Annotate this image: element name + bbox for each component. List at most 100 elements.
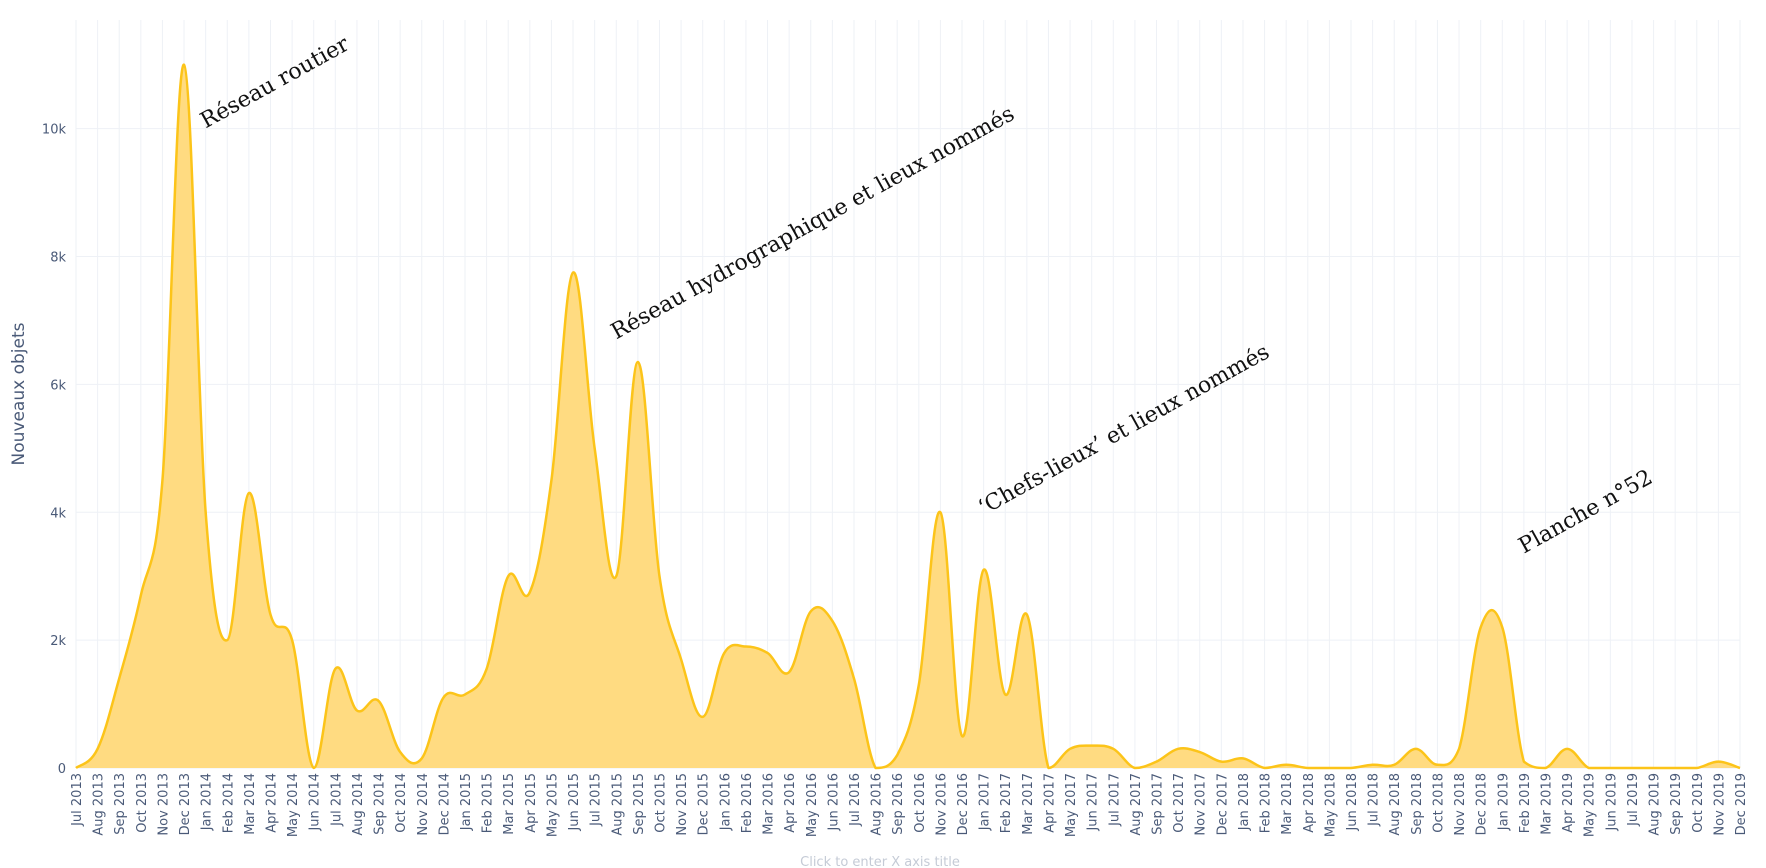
data-point[interactable] [656,573,662,579]
data-point[interactable] [1218,759,1224,765]
data-point[interactable] [1391,762,1397,768]
data-point[interactable] [116,675,122,681]
data-point[interactable] [1651,765,1657,771]
x-tick-label: Jun 2019 [1604,773,1619,832]
data-point[interactable] [1478,624,1484,630]
data-point[interactable] [743,644,749,650]
data-point[interactable] [1326,765,1332,771]
x-tick-label: Apr 2018 [1302,773,1317,833]
data-point[interactable] [1002,691,1008,697]
data-point[interactable] [808,608,814,614]
x-tick-label: Mar 2014 [243,773,258,835]
data-point[interactable] [1694,765,1700,771]
data-point[interactable] [1434,762,1440,768]
data-point[interactable] [916,682,922,688]
x-tick-label: Jan 2017 [978,773,993,831]
data-point[interactable] [1607,765,1613,771]
data-point[interactable] [721,650,727,656]
data-point[interactable] [159,477,165,483]
data-point[interactable] [311,765,317,771]
data-point[interactable] [138,592,144,598]
data-point[interactable] [1132,765,1138,771]
data-point[interactable] [1629,765,1635,771]
x-tick-label: Aug 2014 [351,773,366,836]
y-tick-label: 6k [50,378,66,393]
data-point[interactable] [484,666,490,672]
data-point[interactable] [224,637,230,643]
data-point[interactable] [397,749,403,755]
data-point[interactable] [1154,759,1160,765]
data-point[interactable] [1348,765,1354,771]
x-axis-title[interactable]: Click to enter X axis title [800,855,960,868]
data-point[interactable] [1521,759,1527,765]
data-point[interactable] [95,746,101,752]
data-point[interactable] [181,62,187,68]
data-point[interactable] [354,707,360,713]
data-point[interactable] [678,656,684,662]
data-point[interactable] [1672,765,1678,771]
x-tick-label: Feb 2019 [1518,773,1533,833]
data-point[interactable] [419,755,425,761]
data-point[interactable] [570,270,576,276]
data-point[interactable] [1370,762,1376,768]
data-point[interactable] [1262,765,1268,771]
x-tick-label: Sep 2014 [373,773,388,835]
data-point[interactable] [1737,765,1743,771]
data-point[interactable] [1067,746,1073,752]
chart-annotation: Réseau hydrographique et lieux nommés [607,102,1019,345]
data-point[interactable] [1715,759,1721,765]
data-point[interactable] [765,650,771,656]
data-point[interactable] [700,714,706,720]
data-point[interactable] [1024,612,1030,618]
data-point[interactable] [505,573,511,579]
data-point[interactable] [267,612,273,618]
data-point[interactable] [203,509,209,515]
data-point[interactable] [1586,765,1592,771]
data-point[interactable] [376,698,382,704]
x-tick-label: Apr 2014 [264,773,279,833]
data-point[interactable] [73,765,79,771]
data-point[interactable] [613,573,619,579]
data-point[interactable] [548,477,554,483]
data-point[interactable] [1456,746,1462,752]
data-point[interactable] [246,490,252,496]
data-point[interactable] [829,618,835,624]
data-point[interactable] [1089,743,1095,749]
data-point[interactable] [851,675,857,681]
data-point[interactable] [289,637,295,643]
series-line[interactable] [75,63,1741,770]
data-point[interactable] [332,666,338,672]
data-point[interactable] [1564,746,1570,752]
data-point[interactable] [1413,746,1419,752]
data-point[interactable] [635,359,641,365]
data-point[interactable] [440,695,446,701]
x-tick-label: Dec 2016 [956,773,971,835]
x-tick-label: Feb 2017 [999,773,1014,833]
data-point[interactable] [873,765,879,771]
data-point[interactable] [786,669,792,675]
data-point[interactable] [527,589,533,595]
data-point[interactable] [1499,624,1505,630]
data-point[interactable] [1175,746,1181,752]
x-tick-label: Nov 2018 [1453,773,1468,836]
x-tick-label: Sep 2019 [1669,773,1684,835]
data-point[interactable] [937,509,943,515]
data-point[interactable] [959,733,965,739]
data-point[interactable] [1283,762,1289,768]
x-tick-label: Aug 2015 [610,773,625,836]
y-axis-title[interactable]: Nouveaux objets [9,322,29,465]
x-tick-label: Oct 2013 [135,773,150,833]
data-point[interactable] [1045,765,1051,771]
data-point[interactable] [1543,765,1549,771]
data-point[interactable] [592,445,598,451]
data-point[interactable] [1197,749,1203,755]
x-tick-label: May 2014 [286,773,301,837]
data-point[interactable] [1110,746,1116,752]
data-point[interactable] [894,752,900,758]
x-tick-label: Jul 2017 [1107,773,1122,827]
data-point[interactable] [462,691,468,697]
data-point[interactable] [1240,755,1246,761]
data-point[interactable] [981,567,987,573]
data-point[interactable] [1305,765,1311,771]
